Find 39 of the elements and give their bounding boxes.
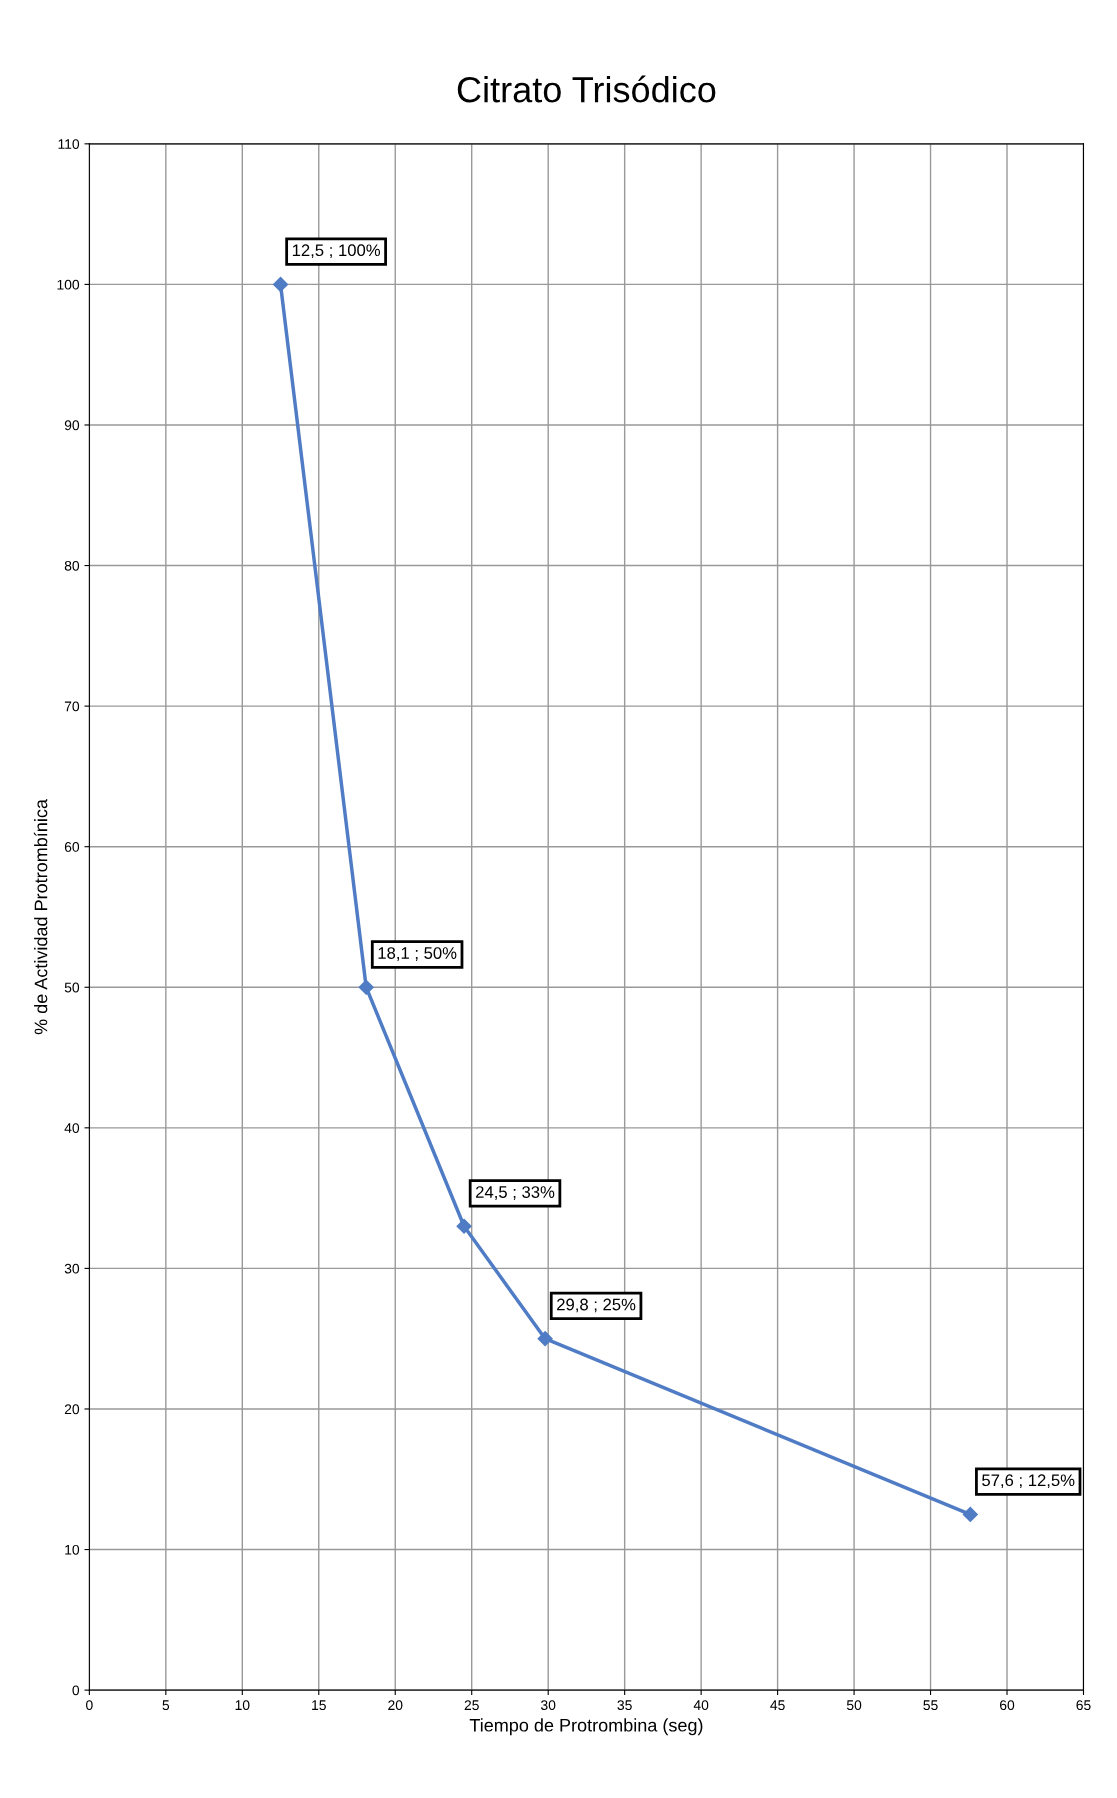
y-tick-label: 100 — [57, 279, 80, 290]
x-tick-label: 20 — [388, 1700, 403, 1711]
x-tick-label: 15 — [312, 1700, 326, 1711]
point — [537, 1331, 553, 1347]
y-tick-label: 50 — [64, 982, 80, 993]
y-axis-title: % de Actividad Protrombínica — [33, 799, 48, 1035]
x-tick-label: 55 — [923, 1700, 938, 1711]
x-tick-label: 40 — [693, 1700, 709, 1711]
x-tick-label: 50 — [846, 1700, 862, 1711]
x-tick-label: 30 — [541, 1700, 556, 1711]
y-tick-label: 10 — [65, 1544, 80, 1555]
x-tick-label: 5 — [162, 1700, 170, 1711]
y-tick-label: 60 — [64, 842, 80, 852]
x-tick-label: 35 — [617, 1700, 632, 1711]
y-tick-label: 110 — [58, 139, 80, 150]
x-tick-label: 60 — [1000, 1700, 1015, 1711]
x-tick-label: 0 — [86, 1700, 93, 1711]
x-tick-label: 25 — [464, 1700, 479, 1711]
point — [358, 979, 374, 995]
point — [962, 1506, 978, 1522]
y-tick-label: 80 — [64, 560, 80, 571]
data-label: 24,5 ; 33% — [476, 1186, 555, 1200]
data-label: 57,6 ; 12,5% — [982, 1474, 1075, 1489]
data-label: 29,8 ; 25% — [557, 1298, 636, 1313]
y-tick-label: 0 — [72, 1685, 80, 1696]
data-label: 18,1 ; 50% — [378, 947, 457, 961]
point — [456, 1218, 472, 1234]
x-tick-label: 45 — [770, 1700, 785, 1711]
y-tick-label: 40 — [64, 1123, 80, 1134]
data-label: 12,5 ; 100% — [292, 244, 381, 259]
x-tick-label: 65 — [1076, 1700, 1091, 1711]
y-tick-label: 20 — [64, 1404, 80, 1415]
x-axis-title: Tiempo de Protrombina (seg) — [469, 1718, 703, 1736]
x-tick-label: 10 — [235, 1700, 250, 1711]
y-tick-label: 70 — [64, 701, 80, 712]
y-tick-label: 30 — [64, 1263, 80, 1274]
point — [272, 276, 289, 292]
y-tick-label: 90 — [64, 420, 80, 431]
chart-title: Citrato Trisódico — [457, 75, 716, 103]
